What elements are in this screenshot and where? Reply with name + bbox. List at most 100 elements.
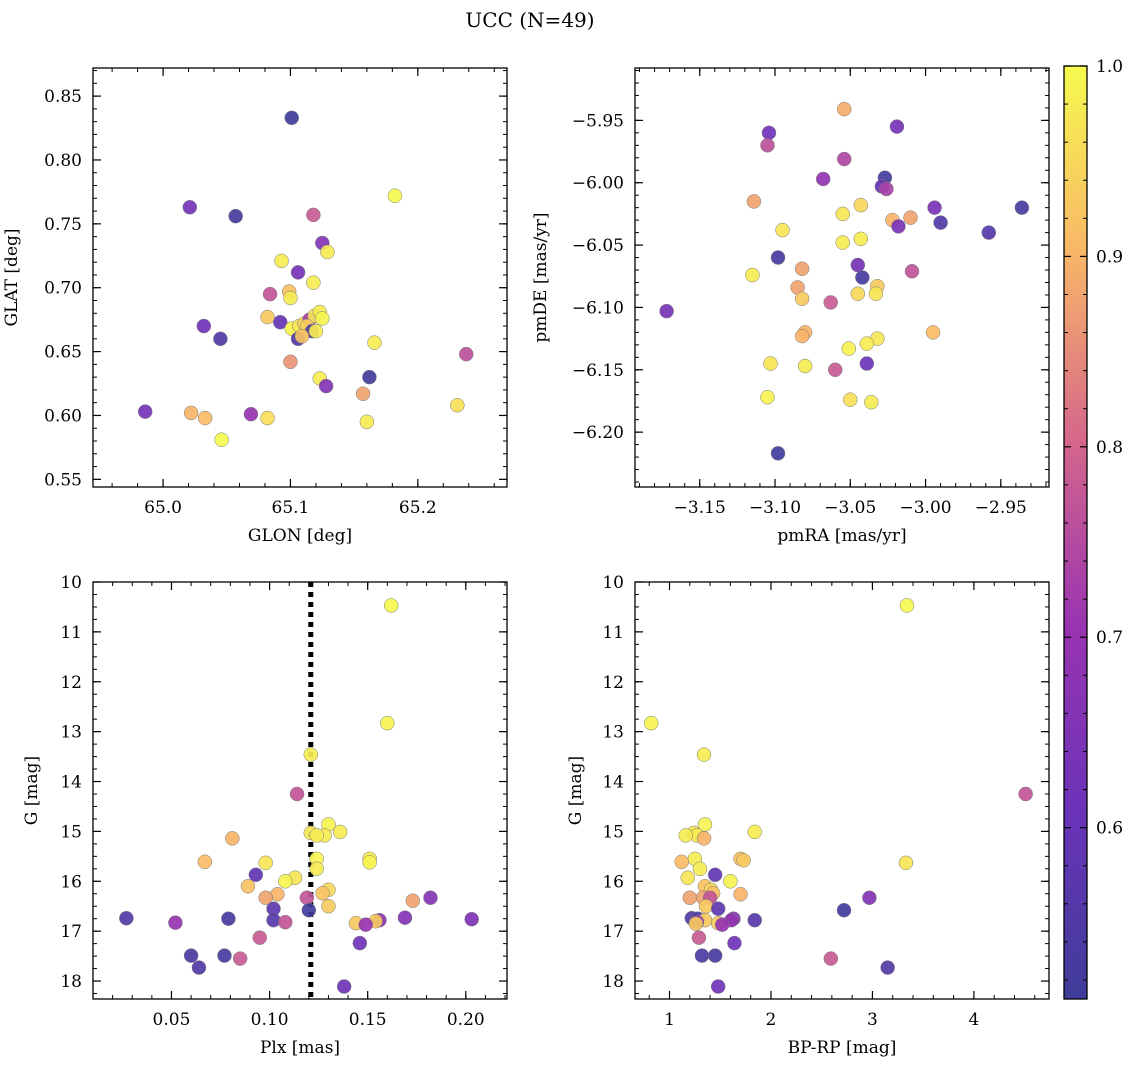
- data-point: [836, 902, 852, 918]
- data-point: [243, 406, 259, 422]
- x-tick-label: 2: [766, 1010, 777, 1030]
- data-point: [770, 446, 786, 461]
- data-point: [707, 948, 723, 963]
- x-tick-label: 3: [867, 1010, 878, 1030]
- y-axis-label: GLAT [deg]: [2, 228, 22, 326]
- colorbar-tick-label: 1.0: [1096, 57, 1123, 77]
- data-point: [405, 893, 421, 908]
- data-point: [252, 930, 268, 945]
- data-point: [747, 824, 762, 840]
- y-tick-label: 0.85: [44, 87, 82, 107]
- data-point: [864, 394, 879, 410]
- data-point: [197, 410, 213, 426]
- y-tick-label: 10: [60, 573, 82, 593]
- data-point: [723, 874, 738, 889]
- data-point: [879, 181, 894, 197]
- data-point: [358, 917, 373, 932]
- data-point: [760, 138, 775, 153]
- data-point: [318, 378, 334, 394]
- data-point: [691, 930, 707, 945]
- data-point: [284, 110, 299, 126]
- data-point: [733, 887, 748, 902]
- y-tick-label: 0.55: [44, 470, 82, 490]
- y-tick-label: 0.60: [44, 406, 82, 426]
- colorbar-ticks: 0.6 0.7 0.8 0.9 1.0: [1064, 57, 1123, 981]
- axes-frame: [92, 581, 508, 1000]
- data-point: [707, 867, 723, 883]
- data-point: [680, 870, 696, 886]
- data-point: [835, 235, 851, 250]
- data-point: [221, 911, 236, 926]
- data-point: [837, 151, 852, 167]
- data-point: [383, 598, 399, 613]
- data-point: [859, 336, 875, 351]
- data-point: [306, 275, 321, 290]
- data-point: [301, 902, 317, 918]
- x-axis-label: Plx [mas]: [260, 1038, 340, 1058]
- colorbar-gradient: [1063, 65, 1088, 1000]
- data-point: [397, 910, 413, 925]
- data-point: [387, 188, 403, 203]
- data-point: [696, 747, 712, 762]
- y-tick-label: −5.95: [572, 111, 624, 131]
- data-point: [850, 286, 866, 301]
- data-point: [815, 171, 831, 187]
- data-point: [458, 346, 474, 362]
- y-tick-label: 17: [602, 922, 624, 942]
- data-point: [859, 356, 875, 371]
- data-point: [715, 917, 730, 932]
- data-point: [260, 410, 275, 426]
- y-tick-label: 11: [60, 623, 82, 643]
- x-tick-label: 65.1: [272, 498, 310, 518]
- data-point: [315, 311, 330, 326]
- data-point: [981, 225, 997, 240]
- data-point: [903, 210, 918, 225]
- y-axis-label: G [mag]: [566, 756, 586, 825]
- y-tick-label: 15: [60, 822, 82, 842]
- data-point: [283, 354, 298, 370]
- data-point: [746, 194, 762, 209]
- data-point: [213, 331, 228, 347]
- data-point: [760, 389, 775, 405]
- data-point: [682, 890, 698, 905]
- data-point: [228, 208, 243, 224]
- data-point: [710, 901, 726, 916]
- y-tick-label: −6.20: [572, 423, 624, 443]
- data-point: [880, 960, 895, 975]
- data-point: [352, 935, 368, 951]
- data-point: [380, 715, 395, 731]
- data-point: [182, 199, 198, 215]
- y-tick-label: 12: [602, 673, 624, 693]
- data-point: [290, 265, 306, 280]
- y-axis-label: G [mag]: [22, 756, 42, 825]
- data-point: [306, 207, 321, 223]
- y-tick-label: 16: [60, 872, 82, 892]
- data-point: [898, 855, 914, 871]
- data-point: [217, 948, 232, 963]
- y-tick-label: 0.70: [44, 279, 82, 299]
- data-point: [835, 206, 851, 222]
- data-point: [736, 853, 751, 868]
- data-point: [688, 916, 704, 931]
- data-point: [727, 935, 742, 951]
- data-point: [362, 369, 377, 385]
- x-tick-label: −3.05: [824, 498, 876, 518]
- data-point: [283, 290, 298, 306]
- data-point: [359, 414, 375, 430]
- data-point: [868, 286, 884, 301]
- data-point: [763, 356, 778, 371]
- data-point: [927, 200, 942, 215]
- data-point: [273, 314, 288, 330]
- data-point: [643, 715, 659, 731]
- axes-frame: [634, 581, 1050, 1000]
- data-point: [332, 824, 348, 840]
- y-tick-label: −6.15: [572, 361, 624, 381]
- data-point: [240, 879, 256, 894]
- y-tick-label: 14: [602, 773, 624, 793]
- panel-plx-g: 0.05 0.10 0.15 0.20 10 11 12 13 14 15 16 17 18 Plx [m…: [22, 573, 508, 1058]
- y-tick-label: 18: [602, 972, 624, 992]
- x-tick-label: −3.00: [899, 498, 951, 518]
- data-point: [308, 323, 324, 339]
